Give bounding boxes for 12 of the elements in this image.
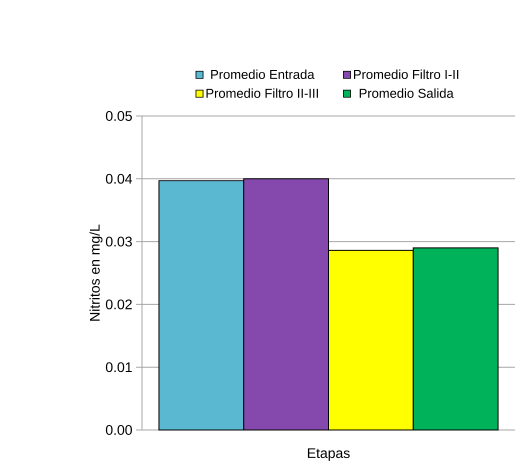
legend-label: Promedio Salida <box>360 88 454 98</box>
legend-label: Promedio Filtro I-II <box>354 70 458 80</box>
x-axis-title: Etapas <box>308 448 350 461</box>
y-axis-title: Nitritos en mg/L <box>90 224 102 321</box>
y-tick-label: 0.04 <box>106 174 132 184</box>
y-tick-label: 0.05 <box>106 111 132 121</box>
y-tick-label: 0.02 <box>106 299 132 310</box>
y-tick-label: 0.01 <box>106 362 132 372</box>
legend-label: Promedio Filtro II-III <box>206 88 318 98</box>
y-tick-label: 0.00 <box>106 425 132 435</box>
legend-label: Promedio Entrada <box>211 70 314 80</box>
y-tick-label: 0.03 <box>106 236 132 247</box>
